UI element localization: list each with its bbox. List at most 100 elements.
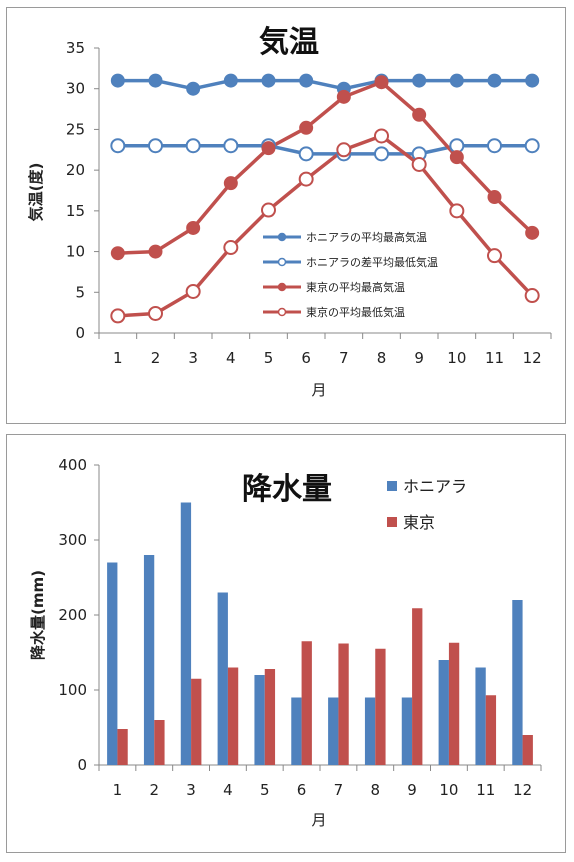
x-tick-label: 6 [297, 781, 307, 799]
series-1-bar [143, 555, 155, 765]
series-1-point [299, 73, 314, 88]
series-2-bar [264, 669, 276, 765]
series-1-bar [328, 697, 339, 765]
x-tick-label: 8 [377, 349, 387, 367]
y-axis-label: 気温(度) [27, 163, 45, 222]
x-tick-label: 7 [334, 781, 344, 799]
legend-series-3-label: 東京の平均最高気温 [306, 280, 405, 294]
y-tick-label: 100 [58, 681, 87, 699]
series-3-point [299, 120, 314, 135]
series-3-point [412, 107, 427, 122]
y-axis-label: 降水量(mm) [29, 570, 47, 660]
series-2-point [524, 138, 540, 154]
x-tick-label: 8 [370, 781, 380, 799]
series-2-bar [448, 642, 460, 765]
x-tick-label: 7 [339, 349, 349, 367]
legend-series-1-label: ホニアラの平均最高気温 [306, 230, 427, 244]
series-2-point [148, 138, 163, 154]
series-1-bar [364, 697, 376, 765]
series-2-bar [227, 667, 239, 765]
series-3-point [110, 246, 125, 261]
series-1-point [223, 73, 238, 88]
series-4-point [336, 142, 352, 158]
y-tick-label: 0 [77, 756, 87, 774]
y-tick-label: 25 [66, 120, 85, 138]
x-tick-label: 4 [223, 781, 233, 799]
series-3-point [525, 225, 540, 240]
series-4-point [487, 248, 502, 264]
series-1-point [487, 73, 502, 88]
y-tick-label: 30 [66, 80, 85, 98]
x-tick-label: 11 [485, 349, 504, 367]
series-1-bar [291, 697, 302, 765]
y-tick-label: 20 [66, 161, 85, 179]
x-axis-label: 月 [311, 381, 326, 399]
precipitation-chart-panel: 降水量 月 降水量(mm) 0 100 200 300 400 1 2 3 4 5 6 7 8 9 10 11… [6, 434, 566, 853]
series-2-bar [154, 720, 165, 765]
y-tick-label: 15 [66, 202, 85, 220]
series-2-point [298, 146, 314, 162]
series-3-point [261, 141, 276, 156]
series-4-point [524, 288, 540, 304]
series-4-point [110, 308, 126, 324]
series-1-point [412, 73, 427, 88]
y-tick-label: 0 [75, 324, 85, 342]
series-1-point [186, 81, 201, 96]
legend-series-3-marker [277, 282, 287, 292]
y-tick-label: 35 [66, 39, 85, 57]
x-tick-label: 4 [226, 349, 236, 367]
series-1-point [148, 73, 163, 88]
series-3-point [449, 150, 464, 165]
series-2-bar [301, 641, 312, 765]
series-1-point [261, 73, 276, 88]
x-tick-label: 12 [523, 349, 542, 367]
series-1-point [449, 73, 464, 88]
x-tick-label: 9 [407, 781, 417, 799]
series-1-bar [217, 592, 228, 765]
x-tick-label: 3 [188, 349, 198, 367]
y-tick-label: 200 [58, 606, 87, 624]
series-3-point [336, 89, 351, 104]
series-1-bar [107, 562, 118, 765]
series-2-bar [375, 648, 386, 765]
plot-area [110, 73, 540, 324]
x-tick-label: 9 [414, 349, 424, 367]
series-1-line [117, 78, 533, 91]
series-2-line [117, 143, 533, 156]
legend-series-1-marker [277, 232, 287, 242]
y-tick-label: 5 [75, 283, 85, 301]
series-1-bar [475, 667, 486, 765]
series-3-point [374, 75, 389, 90]
y-tick-label: 400 [58, 456, 87, 474]
y-tick-label: 300 [58, 531, 87, 549]
legend-series-1-swatch [387, 481, 397, 491]
series-2-point [374, 146, 389, 162]
series-2-bar [117, 729, 128, 765]
x-tick-label: 2 [149, 781, 159, 799]
series-2-bar [485, 695, 497, 765]
series-4-point [298, 171, 314, 187]
series-2-point [223, 138, 239, 154]
series-1-bar [401, 697, 413, 765]
series-4-point [261, 202, 276, 218]
legend-series-2-label: 東京 [403, 513, 435, 532]
series-4-point [148, 305, 163, 321]
series-4-point [374, 128, 389, 144]
legend: ホニアラの平均最高気温ホニアラの差平均最低気温東京の平均最高気温東京の平均最低気… [263, 230, 438, 319]
x-tick-label: 3 [186, 781, 196, 799]
legend-series-2-swatch [387, 517, 397, 527]
series-3-point [148, 244, 163, 259]
x-tick-label: 1 [113, 781, 123, 799]
x-tick-label: 5 [264, 349, 274, 367]
series-2-bar [522, 735, 533, 765]
series-1-bar [254, 675, 265, 765]
x-tick-label: 10 [447, 349, 466, 367]
series-3-point [487, 190, 502, 205]
series-1-point [110, 73, 125, 88]
y-tick-label: 10 [66, 243, 85, 261]
